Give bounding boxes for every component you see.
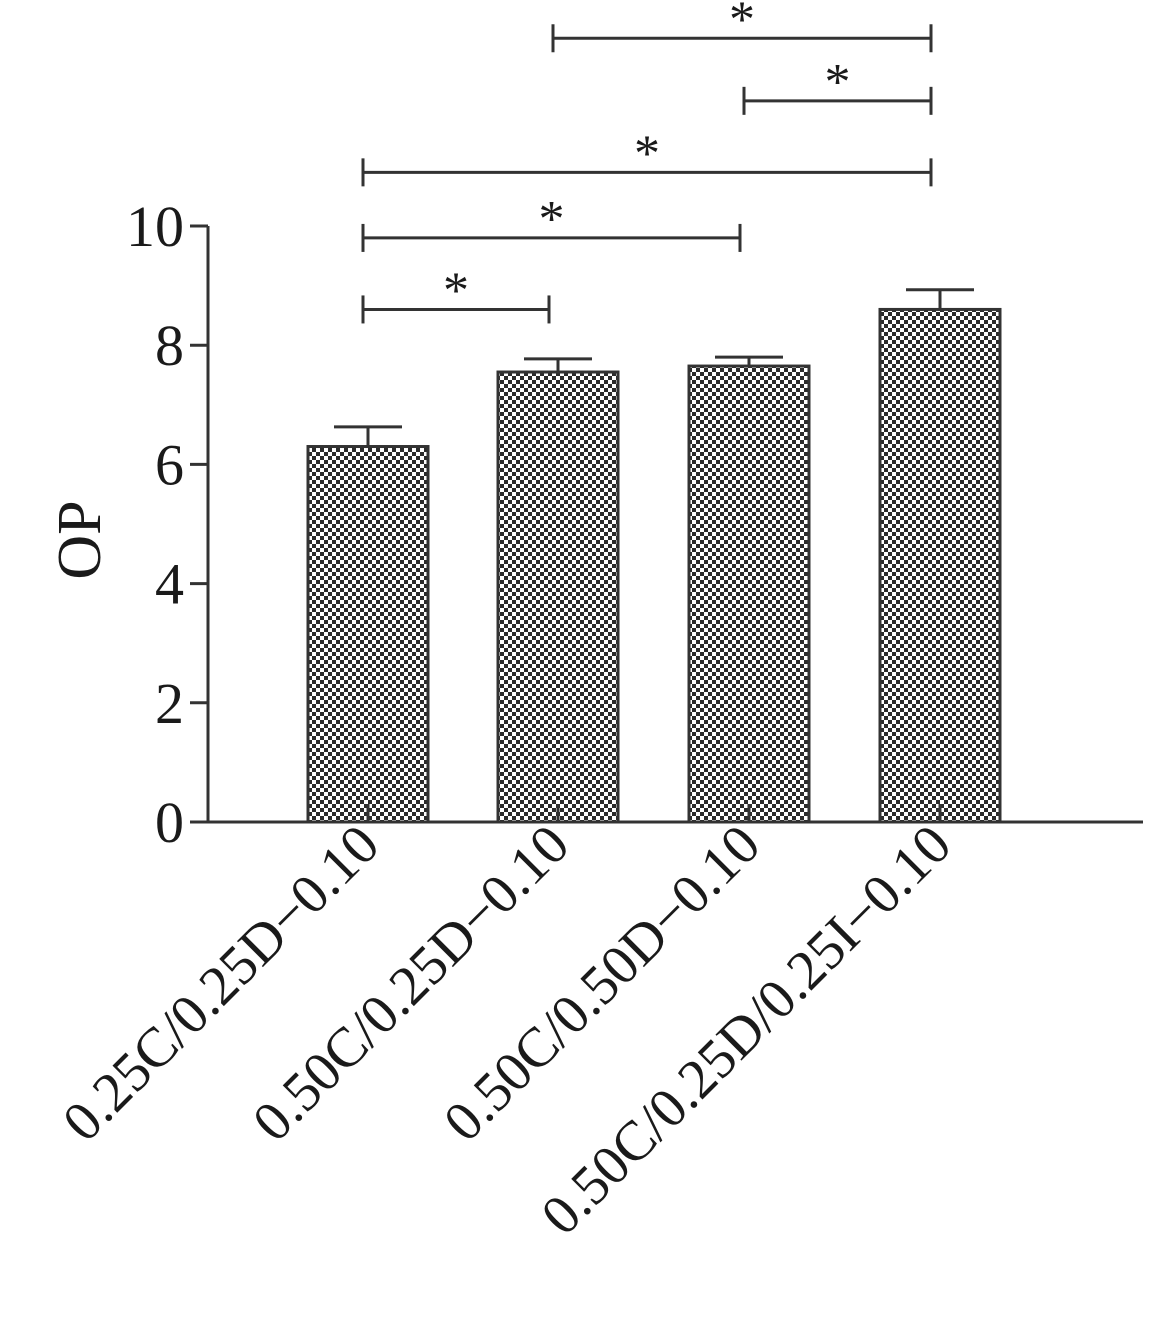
significance-star-5: * [729,0,755,48]
significance-layer: * * * * * [361,0,933,324]
significance-star-4: * [825,54,851,111]
x-category-label-1: 0.25C/0.25D−0.10 [51,813,391,1153]
y-tick-label: 10 [126,194,184,259]
y-tick-label: 6 [155,432,184,497]
significance-star-1: * [443,262,469,319]
y-tick-label: 2 [155,671,184,736]
bar-1 [306,445,430,824]
x-category-label-3: 0.50C/0.50D−0.10 [432,813,772,1153]
bar-3 [687,364,811,824]
error-bars-layer [334,288,974,447]
significance-star-2: * [539,191,565,248]
bar-2 [496,370,620,824]
significance-star-3: * [634,125,660,182]
y-axis-label: OP [46,500,114,579]
y-tick-label: 8 [155,313,184,378]
bars-layer [306,307,1002,824]
y-tick-label: 0 [155,790,184,855]
y-tick-label: 4 [155,552,184,617]
x-category-label-2: 0.50C/0.25D−0.10 [241,813,581,1153]
axes-layer [190,224,1143,824]
bar-4 [878,307,1002,824]
